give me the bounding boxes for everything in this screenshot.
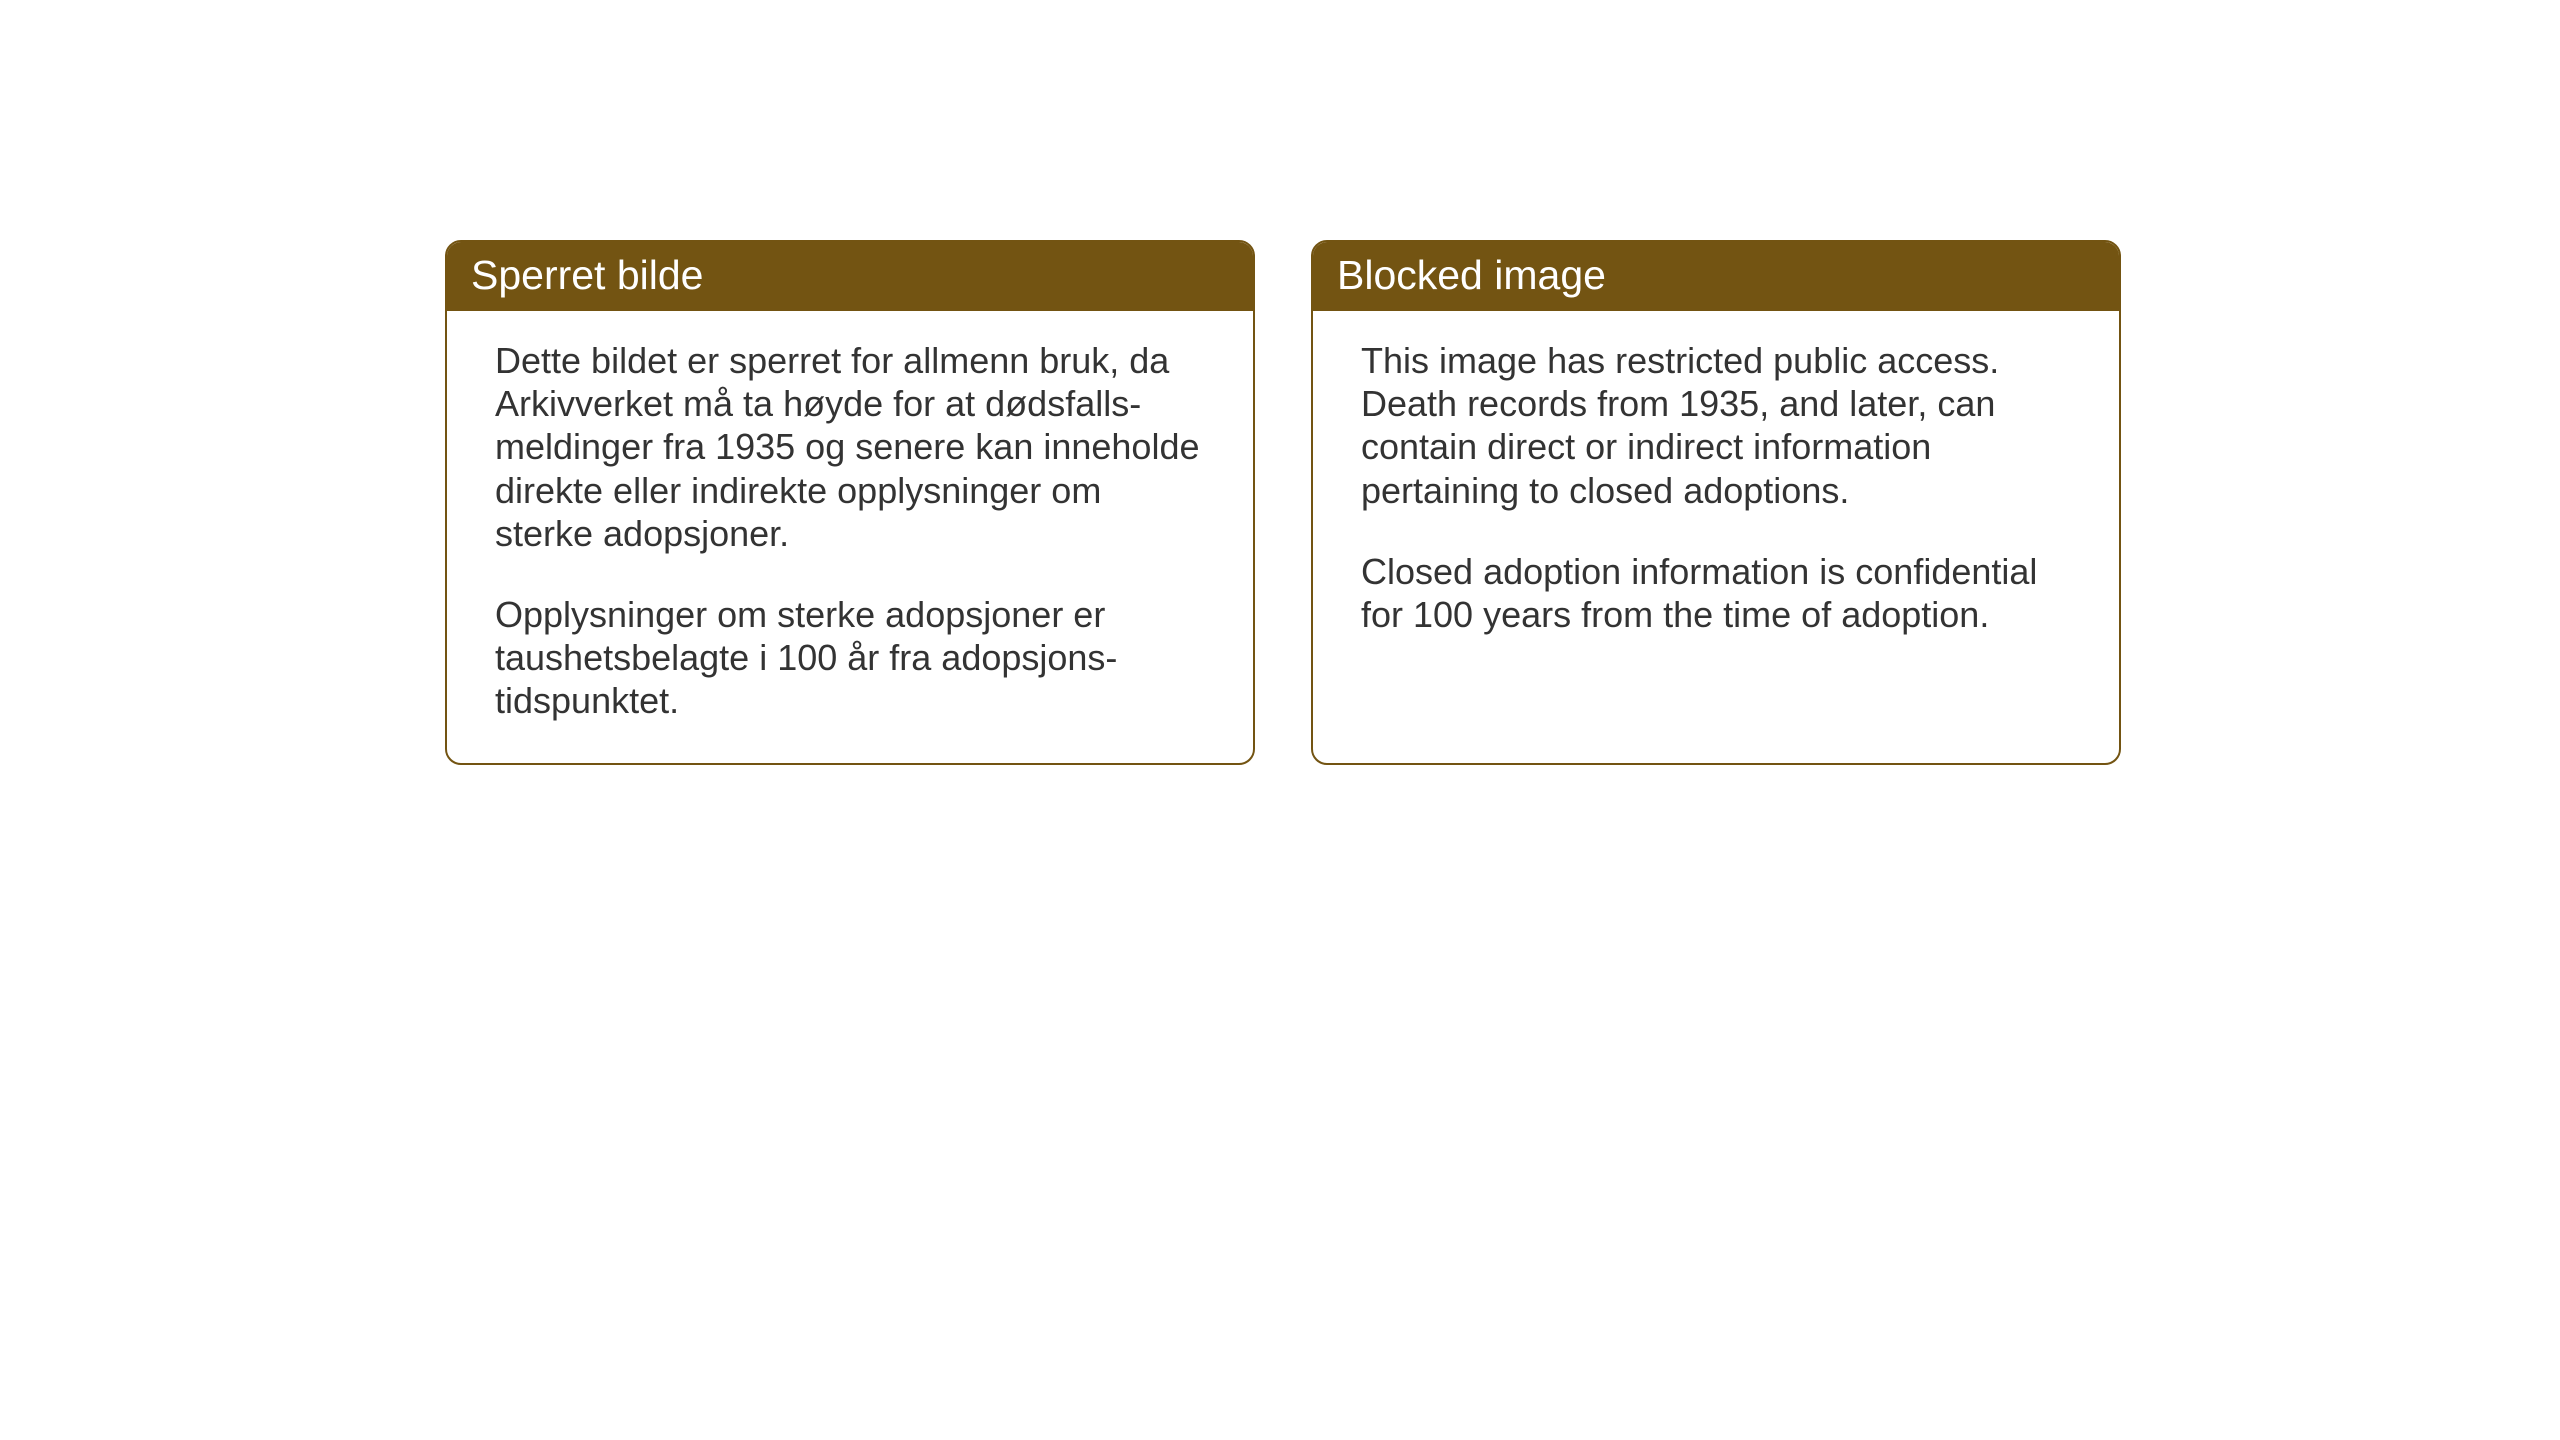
norwegian-card-body: Dette bildet er sperret for allmenn bruk…	[447, 311, 1253, 763]
english-card: Blocked image This image has restricted …	[1311, 240, 2121, 765]
norwegian-card-title: Sperret bilde	[471, 252, 703, 298]
norwegian-card: Sperret bilde Dette bildet er sperret fo…	[445, 240, 1255, 765]
norwegian-paragraph-1: Dette bildet er sperret for allmenn bruk…	[495, 339, 1205, 555]
english-paragraph-1: This image has restricted public access.…	[1361, 339, 2071, 512]
english-paragraph-2: Closed adoption information is confident…	[1361, 550, 2071, 636]
norwegian-card-header: Sperret bilde	[447, 242, 1253, 311]
card-container: Sperret bilde Dette bildet er sperret fo…	[445, 240, 2121, 765]
english-card-title: Blocked image	[1337, 252, 1606, 298]
english-card-header: Blocked image	[1313, 242, 2119, 311]
norwegian-paragraph-2: Opplysninger om sterke adopsjoner er tau…	[495, 593, 1205, 723]
english-card-body: This image has restricted public access.…	[1313, 311, 2119, 676]
